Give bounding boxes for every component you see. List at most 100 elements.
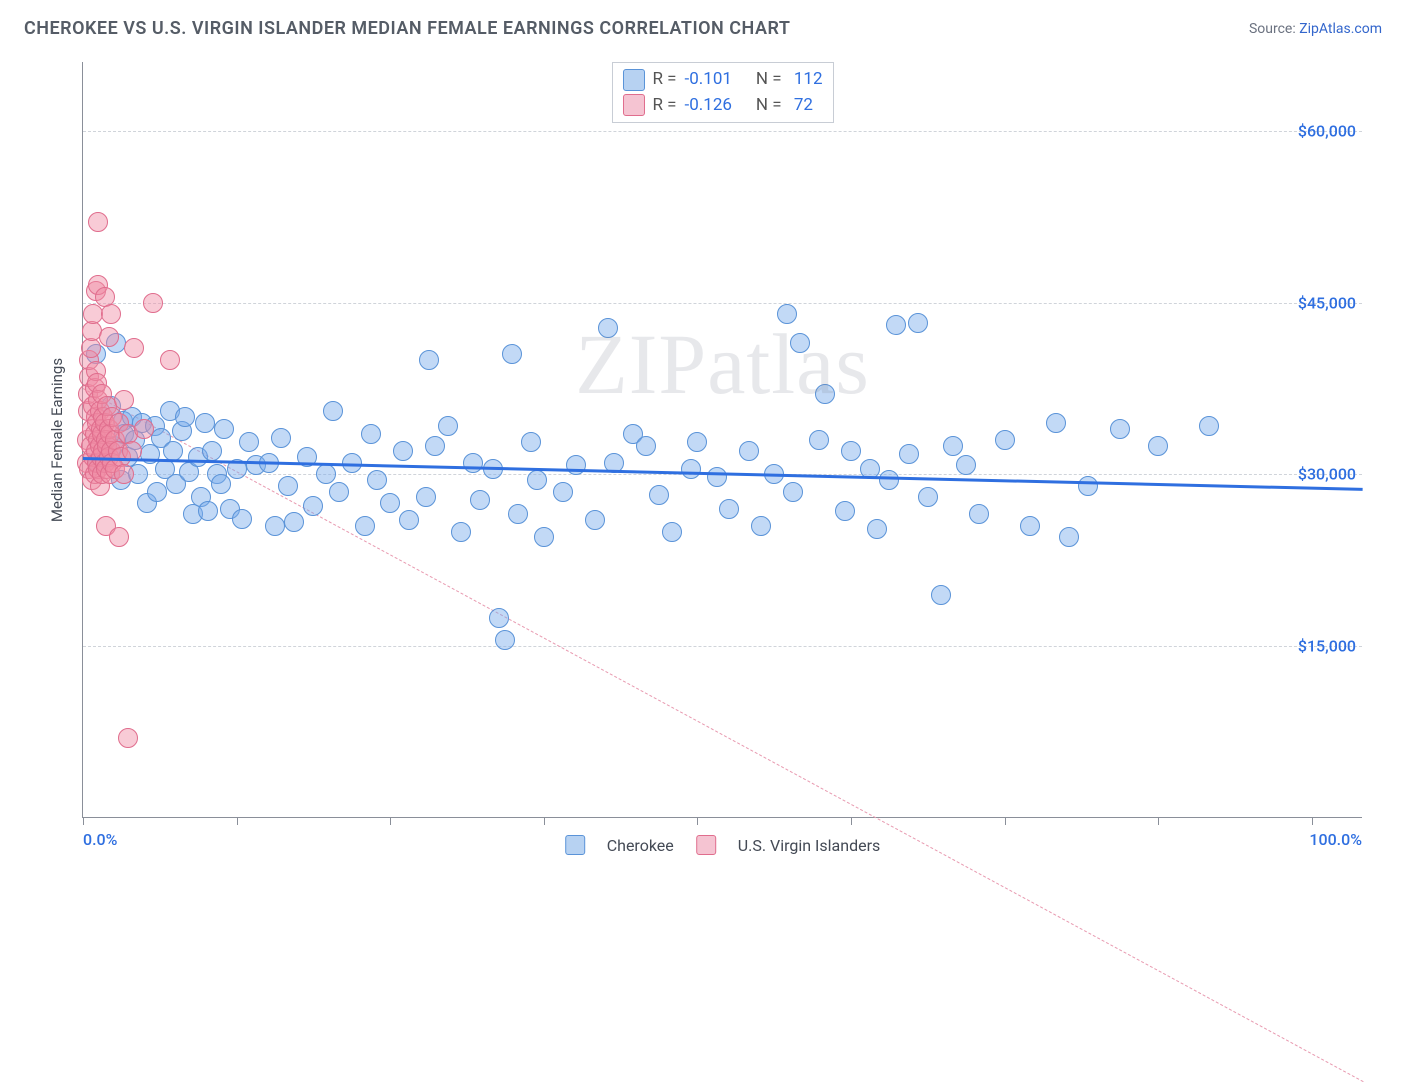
data-point (1059, 527, 1079, 547)
data-point (355, 516, 375, 536)
x-tick (1158, 817, 1159, 825)
data-point (1020, 516, 1040, 536)
stat-n-label: N = (756, 93, 782, 119)
data-point (495, 630, 515, 650)
data-point (109, 527, 129, 547)
data-point (809, 430, 829, 450)
gridline (83, 646, 1362, 647)
data-point (425, 436, 445, 456)
data-point (198, 501, 218, 521)
data-point (271, 428, 291, 448)
data-point (687, 432, 707, 452)
legend-stats: R = -0.101N = 112R = -0.126N = 72 (611, 62, 833, 123)
data-point (783, 482, 803, 502)
data-point (114, 464, 134, 484)
x-tick (1312, 817, 1313, 825)
y-tick-label: $15,000 (1298, 637, 1356, 656)
data-point (1078, 476, 1098, 496)
data-point (202, 441, 222, 461)
data-point (553, 482, 573, 502)
data-point (956, 455, 976, 475)
data-point (160, 350, 180, 370)
data-point (195, 413, 215, 433)
data-point (908, 313, 928, 333)
data-point (361, 424, 381, 444)
data-point (636, 436, 656, 456)
data-point (470, 490, 490, 510)
data-point (918, 487, 938, 507)
data-point (899, 444, 919, 464)
data-point (88, 212, 108, 232)
data-point (211, 474, 231, 494)
x-tick-label-left: 0.0% (83, 830, 117, 849)
data-point (451, 522, 471, 542)
x-tick (237, 817, 238, 825)
data-point (1046, 413, 1066, 433)
stat-n-label: N = (756, 67, 782, 93)
data-point (284, 512, 304, 532)
x-tick (390, 817, 391, 825)
data-point (147, 482, 167, 502)
data-point (841, 441, 861, 461)
gridline (83, 131, 1362, 132)
data-point (502, 344, 522, 364)
data-point (323, 401, 343, 421)
data-point (739, 441, 759, 461)
plot-area: Median Female Earnings ZIPatlas R = -0.1… (82, 62, 1362, 818)
legend-stat-row: R = -0.126N = 72 (622, 93, 822, 119)
data-point (463, 453, 483, 473)
chart-title: CHEROKEE VS U.S. VIRGIN ISLANDER MEDIAN … (24, 18, 790, 39)
x-tick (83, 817, 84, 825)
data-point (367, 470, 387, 490)
legend-swatch (622, 69, 644, 91)
data-point (886, 315, 906, 335)
data-point (143, 293, 163, 313)
data-point (214, 419, 234, 439)
data-point (380, 493, 400, 513)
data-point (419, 350, 439, 370)
data-point (585, 510, 605, 530)
data-point (681, 459, 701, 479)
legend-swatch (696, 835, 716, 855)
data-point (751, 516, 771, 536)
source-link[interactable]: ZipAtlas.com (1299, 21, 1382, 37)
data-point (943, 436, 963, 456)
data-point (931, 585, 951, 605)
data-point (175, 407, 195, 427)
data-point (649, 485, 669, 505)
legend-series-label: U.S. Virgin Islanders (738, 836, 881, 855)
data-point (81, 338, 101, 358)
stat-r-label: R = (652, 93, 676, 119)
data-point (566, 455, 586, 475)
data-point (278, 476, 298, 496)
data-point (316, 464, 336, 484)
y-tick-label: $30,000 (1298, 465, 1356, 484)
data-point (1148, 436, 1168, 456)
x-tick (697, 817, 698, 825)
source-label: Source: ZipAtlas.com (1249, 21, 1382, 37)
data-point (114, 390, 134, 410)
y-tick-label: $45,000 (1298, 293, 1356, 312)
data-point (508, 504, 528, 524)
data-point (438, 416, 458, 436)
stat-r-value: -0.126 (685, 93, 732, 119)
data-point (101, 304, 121, 324)
gridline (83, 303, 1362, 304)
data-point (969, 504, 989, 524)
data-point (534, 527, 554, 547)
x-tick (851, 817, 852, 825)
data-point (1199, 416, 1219, 436)
stat-n-value: 112 (790, 67, 823, 93)
data-point (527, 470, 547, 490)
data-point (719, 499, 739, 519)
data-point (790, 333, 810, 353)
data-point (867, 519, 887, 539)
data-point (835, 501, 855, 521)
data-point (662, 522, 682, 542)
data-point (232, 509, 252, 529)
y-tick-label: $60,000 (1298, 121, 1356, 140)
data-point (118, 728, 138, 748)
data-point (598, 318, 618, 338)
trend-line (83, 389, 1363, 1082)
data-point (416, 487, 436, 507)
